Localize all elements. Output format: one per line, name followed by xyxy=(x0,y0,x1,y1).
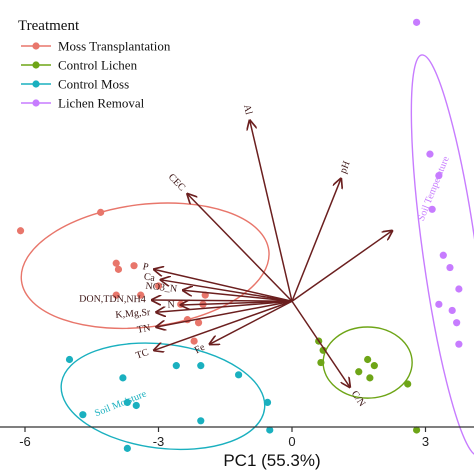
point-control-lichen xyxy=(364,355,372,364)
loading-label-no3-n: NO3_N xyxy=(145,281,178,295)
x-axis-ticks: -6 -3 0 3 xyxy=(19,427,429,449)
loading-arrow-n xyxy=(181,301,293,305)
ellipse-lichen-removal xyxy=(410,54,474,457)
point-lichen-removal xyxy=(426,150,434,158)
loading-label-tc: TC xyxy=(134,347,150,362)
loading-arrow-ph xyxy=(291,179,341,302)
loading-label-al: Al xyxy=(241,104,254,116)
point-control-lichen xyxy=(355,368,363,376)
point-lichen-removal xyxy=(413,18,421,26)
loading-arrow-c-n xyxy=(291,300,350,387)
point-lichen-removal xyxy=(428,205,436,213)
loading-arrow-k-mg-sr xyxy=(156,300,293,312)
loading-label-don-tdn-nh4: DON,TDN,NH4 xyxy=(79,294,146,306)
loading-arrow-unlabeled xyxy=(291,231,392,302)
point-control-moss xyxy=(132,401,140,410)
legend-key-point xyxy=(32,42,40,50)
point-moss-transplantation xyxy=(194,319,203,327)
legend-title: Treatment xyxy=(18,18,80,34)
point-control-moss xyxy=(119,374,127,382)
loading-arrow-cec xyxy=(187,194,293,302)
point-lichen-removal xyxy=(435,300,443,308)
point-control-lichen xyxy=(366,374,374,382)
point-lichen-removal xyxy=(435,171,443,180)
x-tick-label: -3 xyxy=(153,434,165,449)
loading-arrow-tc xyxy=(154,300,293,350)
legend-label-control-moss: Control Moss xyxy=(58,77,129,92)
point-moss-transplantation xyxy=(112,291,120,299)
point-control-lichen xyxy=(370,362,378,370)
point-lichen-removal xyxy=(455,285,463,293)
legend-label-moss-transplantation: Moss Transplantation xyxy=(58,39,171,54)
point-control-moss xyxy=(235,371,243,379)
legend-label-control-lichen: Control Lichen xyxy=(58,58,138,73)
loading-arrow-no3-n xyxy=(183,290,293,303)
ellipse-moss-transplantation xyxy=(20,202,270,330)
x-axis: -6 -3 0 3 PC1 (55.3%) xyxy=(0,426,474,470)
loading-arrow-ca xyxy=(161,280,293,303)
loading-label-ph: pH xyxy=(338,160,353,175)
legend-key-point xyxy=(32,99,40,107)
point-control-moss xyxy=(197,362,205,370)
legend-key-point xyxy=(32,80,40,88)
point-control-moss xyxy=(172,362,180,370)
loading-label-k-mg-sr: K,Mg,Sr xyxy=(115,307,151,321)
point-lichen-removal xyxy=(448,306,456,315)
loading-arrow-p xyxy=(154,269,293,302)
point-moss-transplantation xyxy=(130,262,138,270)
point-control-moss xyxy=(123,398,131,407)
loading-label-p: P xyxy=(142,261,150,273)
point-moss-transplantation xyxy=(97,208,105,216)
loading-label-n: N xyxy=(167,299,175,310)
point-lichen-removal xyxy=(446,263,454,272)
x-tick-label: 0 xyxy=(288,434,295,449)
point-control-moss xyxy=(266,426,274,434)
loading-vectors xyxy=(152,120,392,387)
loading-label-tn: TN xyxy=(136,323,151,336)
loading-arrow-tn xyxy=(156,300,293,327)
point-moss-transplantation xyxy=(16,227,25,235)
point-lichen-removal xyxy=(455,340,463,348)
x-tick-label: 3 xyxy=(422,434,429,449)
x-tick-label: -6 xyxy=(19,434,31,449)
point-moss-transplantation xyxy=(137,291,145,299)
loading-arrow-fe xyxy=(210,300,293,344)
legend-key-point xyxy=(32,61,40,69)
legend: Treatment Moss Transplantation Control Li… xyxy=(18,18,171,111)
x-axis-title: PC1 (55.3%) xyxy=(223,451,320,470)
point-control-moss xyxy=(65,355,74,364)
point-control-lichen xyxy=(404,380,412,388)
point-moss-transplantation xyxy=(112,259,120,267)
point-lichen-removal xyxy=(439,251,447,259)
point-control-lichen xyxy=(317,358,325,367)
point-moss-transplantation xyxy=(190,337,198,345)
loading-arrow-don-tdn-nh4 xyxy=(152,300,293,301)
legend-label-lichen-removal: Lichen Removal xyxy=(58,96,145,111)
point-moss-transplantation xyxy=(114,265,123,273)
point-control-lichen xyxy=(319,346,327,354)
point-control-moss xyxy=(79,411,87,419)
point-control-lichen xyxy=(413,426,421,434)
point-lichen-removal xyxy=(453,319,461,327)
point-control-moss xyxy=(123,444,131,452)
point-control-moss xyxy=(263,398,272,407)
loading-label-ca: Ca xyxy=(143,271,156,284)
point-control-moss xyxy=(197,417,205,425)
loading-arrow-al xyxy=(250,120,293,302)
